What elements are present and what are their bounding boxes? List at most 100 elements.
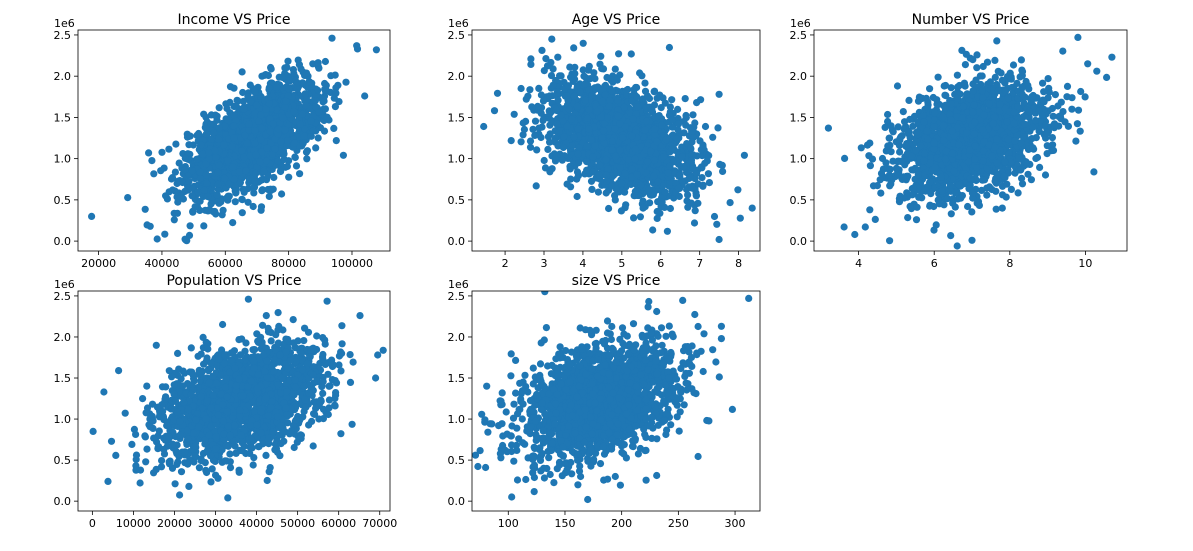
data-point bbox=[546, 92, 554, 100]
data-point bbox=[602, 171, 611, 179]
data-point bbox=[302, 101, 310, 110]
data-point bbox=[290, 139, 299, 147]
data-point bbox=[653, 214, 661, 222]
data-point bbox=[642, 117, 651, 125]
axes-frame bbox=[77, 29, 391, 252]
data-point bbox=[293, 85, 301, 93]
data-point bbox=[211, 111, 219, 119]
data-point bbox=[150, 170, 158, 178]
axes-frame bbox=[471, 29, 761, 252]
data-point bbox=[583, 166, 591, 174]
data-point bbox=[570, 92, 578, 100]
data-point bbox=[311, 97, 319, 105]
data-point bbox=[189, 208, 197, 216]
data-point bbox=[526, 86, 534, 94]
data-point bbox=[692, 191, 700, 199]
chart-title: Income VS Price bbox=[177, 12, 290, 28]
data-point bbox=[714, 124, 722, 132]
data-point bbox=[630, 214, 638, 222]
data-point bbox=[573, 192, 581, 201]
data-point bbox=[535, 84, 543, 92]
data-point bbox=[232, 116, 240, 125]
data-point bbox=[230, 111, 238, 119]
data-point bbox=[264, 185, 272, 194]
data-point bbox=[1074, 106, 1083, 114]
data-point bbox=[726, 199, 734, 207]
data-point bbox=[1081, 93, 1089, 101]
data-point bbox=[278, 190, 286, 198]
data-point bbox=[983, 191, 991, 199]
data-point bbox=[596, 161, 604, 169]
data-point bbox=[240, 153, 248, 161]
data-point bbox=[908, 166, 916, 174]
data-point bbox=[581, 80, 589, 88]
y-tick-label: 2.0 bbox=[448, 70, 466, 83]
data-point bbox=[687, 156, 696, 164]
data-point bbox=[641, 126, 649, 134]
data-point bbox=[537, 109, 545, 117]
data-point bbox=[200, 186, 208, 194]
data-point bbox=[290, 69, 298, 77]
data-point bbox=[594, 83, 602, 91]
data-point bbox=[314, 59, 322, 67]
data-point bbox=[522, 95, 530, 103]
data-point bbox=[599, 127, 608, 135]
data-point bbox=[314, 134, 322, 142]
data-point bbox=[199, 150, 207, 158]
data-point bbox=[615, 50, 623, 58]
data-point bbox=[631, 155, 639, 163]
data-point bbox=[600, 119, 609, 127]
data-point bbox=[230, 134, 238, 142]
data-point bbox=[321, 79, 329, 88]
data-point bbox=[687, 144, 695, 152]
data-point bbox=[195, 129, 203, 138]
data-point bbox=[277, 138, 285, 146]
data-point bbox=[617, 207, 626, 215]
data-point bbox=[701, 159, 709, 167]
data-point bbox=[124, 194, 132, 202]
data-point bbox=[236, 178, 244, 187]
data-point bbox=[251, 126, 259, 135]
data-point bbox=[678, 177, 686, 185]
data-point bbox=[527, 55, 535, 63]
data-point bbox=[574, 150, 582, 158]
data-point bbox=[674, 184, 683, 192]
y-tick-label: 0.5 bbox=[54, 194, 72, 207]
data-point bbox=[555, 128, 563, 136]
data-point bbox=[568, 115, 576, 123]
data-point bbox=[668, 116, 676, 124]
data-point bbox=[705, 152, 713, 160]
data-point bbox=[585, 125, 593, 133]
x-tick-label: 8 bbox=[735, 257, 742, 270]
data-point bbox=[493, 89, 502, 97]
data-point bbox=[637, 143, 645, 151]
data-point bbox=[654, 178, 662, 186]
y-tick-label: 2.5 bbox=[448, 29, 466, 42]
data-point bbox=[641, 87, 650, 95]
data-point bbox=[622, 86, 630, 95]
data-point bbox=[339, 151, 347, 159]
data-point bbox=[230, 175, 238, 183]
data-point bbox=[634, 103, 642, 111]
x-tick-label: 60000 bbox=[208, 257, 243, 270]
data-point bbox=[567, 183, 575, 191]
data-point bbox=[323, 113, 331, 121]
data-point bbox=[573, 175, 581, 183]
data-point bbox=[158, 148, 166, 156]
data-point bbox=[1049, 141, 1057, 149]
data-point bbox=[252, 151, 260, 159]
data-point bbox=[1063, 93, 1071, 101]
data-point bbox=[256, 158, 264, 166]
data-point bbox=[332, 137, 340, 145]
data-point bbox=[567, 175, 575, 183]
data-point bbox=[202, 171, 210, 179]
data-point bbox=[241, 131, 249, 139]
data-point bbox=[575, 144, 583, 152]
data-point bbox=[221, 174, 229, 182]
data-point bbox=[649, 226, 657, 234]
data-point bbox=[215, 135, 223, 144]
data-point bbox=[188, 167, 196, 175]
data-point bbox=[663, 227, 672, 235]
data-point bbox=[224, 157, 232, 165]
data-point bbox=[265, 84, 273, 92]
